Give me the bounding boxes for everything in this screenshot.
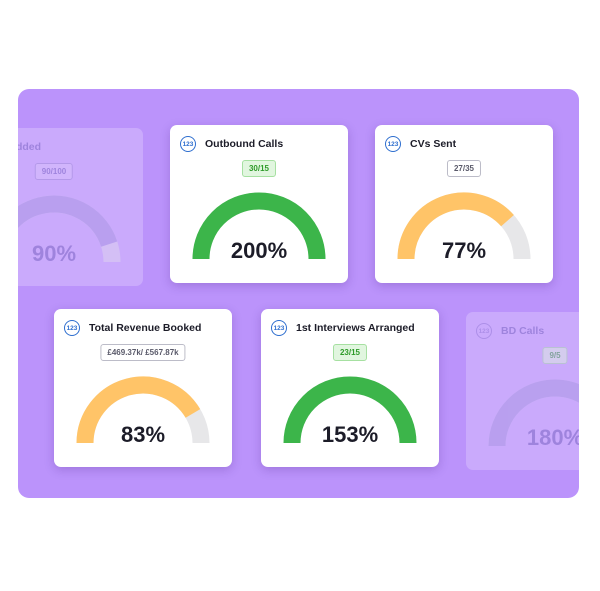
card-header: 123 Total Revenue Booked xyxy=(64,319,201,337)
progress-badge: 30/15 xyxy=(241,160,277,177)
kpi-card-bd-calls[interactable]: 123 BD Calls 9/5 180% xyxy=(466,312,579,470)
gauge-chart xyxy=(76,376,210,444)
card-title: Outbound Calls xyxy=(205,138,284,150)
dashboard-panel: 123 s Added 90/100 90% 123 Outbound Call… xyxy=(18,89,579,498)
gauge-chart xyxy=(488,379,579,447)
progress-badge: 90/100 xyxy=(34,163,74,180)
percent-value: 200% xyxy=(230,238,288,263)
progress-badge: 23/15 xyxy=(332,344,368,361)
percent-value: 77% xyxy=(441,238,487,263)
card-title: BD Calls xyxy=(501,325,545,337)
gauge-track xyxy=(18,195,121,263)
percent-value: 90% xyxy=(31,241,77,266)
card-header: 123 Outbound Calls xyxy=(180,135,283,153)
kpi-card-added[interactable]: 123 s Added 90/100 90% xyxy=(18,128,143,286)
percent-value: 83% xyxy=(120,422,166,447)
gauge-fill xyxy=(18,195,118,247)
gauge-fill xyxy=(488,379,579,447)
number-icon: 123 xyxy=(180,136,196,152)
progress-badge: £469.37k/ £567.87k xyxy=(100,344,186,361)
kpi-card-1st-interviews[interactable]: 123 1st Interviews Arranged 23/15 153% xyxy=(261,309,439,467)
gauge-chart xyxy=(18,195,121,263)
gauge-chart xyxy=(283,376,417,444)
number-icon: 123 xyxy=(476,323,492,339)
gauge-track xyxy=(488,379,579,447)
number-icon: 123 xyxy=(385,136,401,152)
gauge-fill xyxy=(283,376,417,444)
card-header: 123 BD Calls xyxy=(476,322,544,340)
gauge-fill xyxy=(192,192,326,260)
gauge-fill xyxy=(397,192,514,260)
card-header: 123 s Added xyxy=(18,138,41,156)
card-header: 123 1st Interviews Arranged xyxy=(271,319,415,337)
kpi-card-total-revenue[interactable]: 123 Total Revenue Booked £469.37k/ £567.… xyxy=(54,309,232,467)
card-title: 1st Interviews Arranged xyxy=(296,322,415,334)
progress-badge: 27/35 xyxy=(446,160,482,177)
gauge-fill xyxy=(76,376,201,444)
percent-value: 180% xyxy=(526,425,579,450)
card-title: s Added xyxy=(18,141,42,153)
gauge-chart xyxy=(397,192,531,260)
percent-value: 153% xyxy=(321,422,379,447)
card-header: 123 CVs Sent xyxy=(385,135,456,153)
kpi-card-outbound-calls[interactable]: 123 Outbound Calls 30/15 200% xyxy=(170,125,348,283)
kpi-card-cvs-sent[interactable]: 123 CVs Sent 27/35 77% xyxy=(375,125,553,283)
number-icon: 123 xyxy=(271,320,287,336)
progress-badge: 9/5 xyxy=(542,347,568,364)
number-icon: 123 xyxy=(64,320,80,336)
card-title: Total Revenue Booked xyxy=(89,322,202,334)
card-title: CVs Sent xyxy=(410,138,457,150)
gauge-chart xyxy=(192,192,326,260)
